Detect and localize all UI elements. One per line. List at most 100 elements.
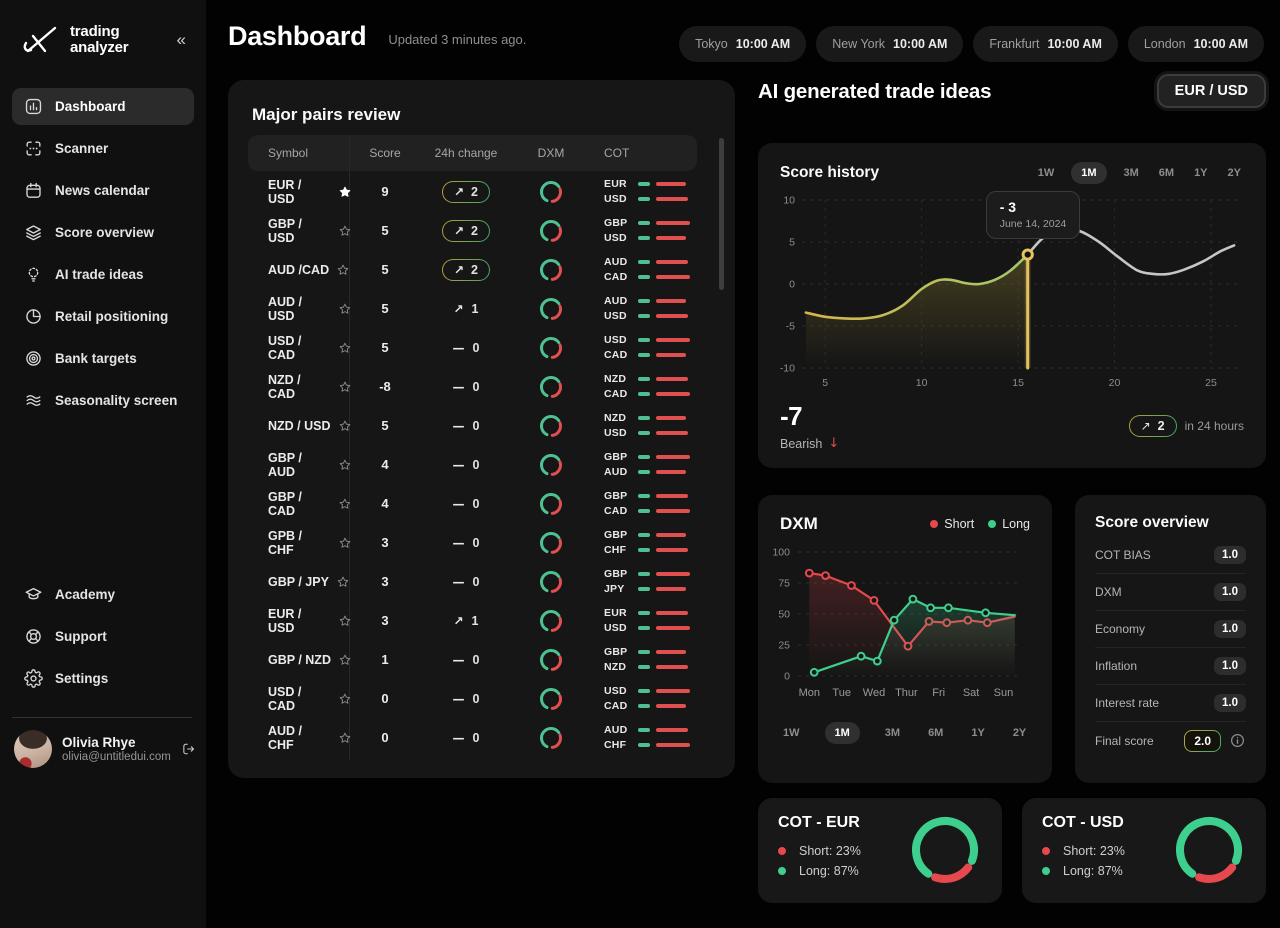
star-filled-icon[interactable] (338, 185, 352, 199)
cot-cell: GBP CHF (588, 529, 697, 556)
table-row[interactable]: GPB / CHF 3—0 GBP CHF (248, 523, 697, 562)
sidebar-item-score-overview[interactable]: Score overview (12, 214, 194, 251)
cot-short-bar (638, 353, 650, 357)
sidebar-item-settings[interactable]: Settings (12, 660, 194, 697)
column-header-dxm: DXM (537, 146, 565, 160)
pair-symbol: AUD /CAD (268, 262, 330, 277)
svg-text:Thur: Thur (895, 687, 918, 699)
sidebar-item-academy[interactable]: Academy (12, 576, 194, 613)
sidebar-item-dashboard[interactable]: Dashboard (12, 88, 194, 126)
cot-currency-label: CHF (604, 739, 627, 751)
pair-selector-button[interactable]: EUR / USD (1156, 74, 1266, 108)
up-arrow-icon: ↗ (453, 613, 464, 628)
score-history-range-6m[interactable]: 6M (1158, 167, 1175, 179)
star-outline-icon[interactable] (338, 692, 352, 706)
score-history-range-3m[interactable]: 3M (1123, 167, 1139, 179)
scrollbar-thumb[interactable] (719, 138, 724, 290)
dxm-donut (514, 725, 588, 751)
clock-chip-frankfurt[interactable]: Frankfurt 10:00 AM (973, 26, 1118, 62)
clock-chip-tokyo[interactable]: Tokyo 10:00 AM (679, 26, 807, 62)
star-outline-icon[interactable] (338, 341, 352, 355)
info-icon[interactable] (1229, 732, 1246, 749)
table-row[interactable]: EUR / USD 9 ↗ 2 EUR USD (248, 172, 697, 211)
star-outline-icon[interactable] (338, 731, 352, 745)
dxm-range-1w[interactable]: 1W (783, 727, 800, 739)
change-value: 1 (471, 301, 479, 316)
pair-24h-change: —0 (418, 731, 514, 745)
sidebar-item-ai-trade-ideas[interactable]: AI trade ideas (12, 256, 194, 293)
table-row[interactable]: USD / CAD 5—0 USD CAD (248, 328, 697, 367)
star-outline-icon[interactable] (338, 458, 352, 472)
sidebar-item-label: Scanner (55, 141, 109, 157)
table-header: Symbol Score 24h change DXM COT (248, 135, 697, 171)
sidebar-item-support[interactable]: Support (12, 618, 194, 655)
svg-text:25: 25 (1205, 377, 1217, 389)
pair-score: 5 (381, 223, 389, 238)
dxm-range-3m[interactable]: 3M (884, 727, 901, 739)
cot-short-bar (638, 533, 650, 537)
score-history-range-1w[interactable]: 1W (1037, 167, 1055, 179)
star-outline-icon[interactable] (338, 380, 352, 394)
cot-line: AUD (604, 295, 697, 307)
score-history-range-2y[interactable]: 2Y (1227, 167, 1241, 179)
svg-text:5: 5 (822, 377, 828, 389)
score-overview-value: 1.0 (1214, 620, 1246, 638)
score-overview-label: Economy (1095, 622, 1146, 636)
score-history-range-1y[interactable]: 1Y (1194, 167, 1208, 179)
sidebar-item-bank-targets[interactable]: Bank targets (12, 340, 194, 377)
table-row[interactable]: GBP / AUD 4—0 GBP AUD (248, 445, 697, 484)
pair-24h-change: —0 (418, 653, 514, 667)
table-row[interactable]: AUD / CHF 0—0 AUD CHF (248, 718, 697, 757)
pair-symbol: USD / CAD (268, 684, 302, 713)
logout-icon[interactable] (181, 740, 196, 758)
sidebar-item-scanner[interactable]: Scanner (12, 130, 194, 167)
sidebar-secondary-nav: Academy Support Settings (12, 576, 194, 702)
table-row[interactable]: AUD /CAD 5 ↗ 2 AUD CAD (248, 250, 697, 289)
score-overview-rows: COT BIAS 1.0 DXM 1.0 Economy 1.0 Inflation 1.0 I… (1075, 537, 1266, 759)
pair-24h-change: ↗ 1 (418, 614, 514, 628)
star-outline-icon[interactable] (336, 575, 350, 589)
cot-long-bar (656, 338, 690, 342)
star-outline-icon[interactable] (336, 263, 350, 277)
clock-chip-london[interactable]: London 10:00 AM (1127, 26, 1264, 62)
sidebar-item-retail-positioning[interactable]: Retail positioning (12, 298, 194, 335)
score-overview-row: Inflation 1.0 (1095, 648, 1246, 685)
table-row[interactable]: NZD / CAD -8—0 NZD CAD (248, 367, 697, 406)
cot-line: USD (604, 622, 697, 634)
clock-chip-new-york[interactable]: New York 10:00 AM (816, 26, 964, 62)
table-row[interactable]: GBP / NZD 1—0 GBP NZD (248, 640, 697, 679)
change-value: 0 (472, 691, 480, 706)
sidebar-item-news-calendar[interactable]: News calendar (12, 172, 194, 209)
table-row[interactable]: GBP / USD 5 ↗ 2 GBP USD (248, 211, 697, 250)
star-outline-icon[interactable] (338, 224, 352, 238)
score-overview-label: Inflation (1095, 659, 1138, 673)
dxm-range-1y[interactable]: 1Y (971, 727, 985, 739)
change-plain: ↗ 1 (453, 302, 478, 316)
pair-symbol-cell: NZD / USD (248, 419, 352, 433)
cot-currency-label: CHF (604, 544, 627, 556)
table-row[interactable]: GBP / CAD 4—0 GBP CAD (248, 484, 697, 523)
long-dot-icon (778, 867, 786, 876)
table-row[interactable]: GBP / JPY 3—0 GBP JPY (248, 562, 697, 601)
sidebar-collapse-button[interactable]: « (173, 28, 190, 52)
cot-currency-label: USD (604, 310, 627, 322)
table-row[interactable]: NZD / USD 5—0 NZD USD (248, 406, 697, 445)
star-outline-icon[interactable] (338, 419, 352, 433)
dxm-range-1m[interactable]: 1M (824, 722, 860, 744)
score-history-card: Score history 1W 1M 3M 6M 1Y 2Y 10 5 0 -5 -10 5 10 1… (758, 143, 1266, 468)
table-row[interactable]: USD / CAD 0—0 USD CAD (248, 679, 697, 718)
sidebar-item-label: News calendar (55, 183, 150, 199)
star-outline-icon[interactable] (338, 653, 352, 667)
star-outline-icon[interactable] (338, 536, 352, 550)
dxm-range-2y[interactable]: 2Y (1012, 727, 1027, 739)
cot-short-bar (638, 338, 650, 342)
star-outline-icon[interactable] (338, 614, 352, 628)
dxm-range-6m[interactable]: 6M (928, 727, 944, 739)
sidebar-item-seasonality-screen[interactable]: Seasonality screen (12, 382, 194, 419)
score-history-range-1m[interactable]: 1M (1071, 162, 1107, 184)
dxm-donut (514, 686, 588, 712)
table-row[interactable]: AUD / USD 5 ↗ 1 AUD USD (248, 289, 697, 328)
table-row[interactable]: EUR / USD 3 ↗ 1 EUR USD (248, 601, 697, 640)
star-outline-icon[interactable] (338, 497, 352, 511)
star-outline-icon[interactable] (338, 302, 352, 316)
